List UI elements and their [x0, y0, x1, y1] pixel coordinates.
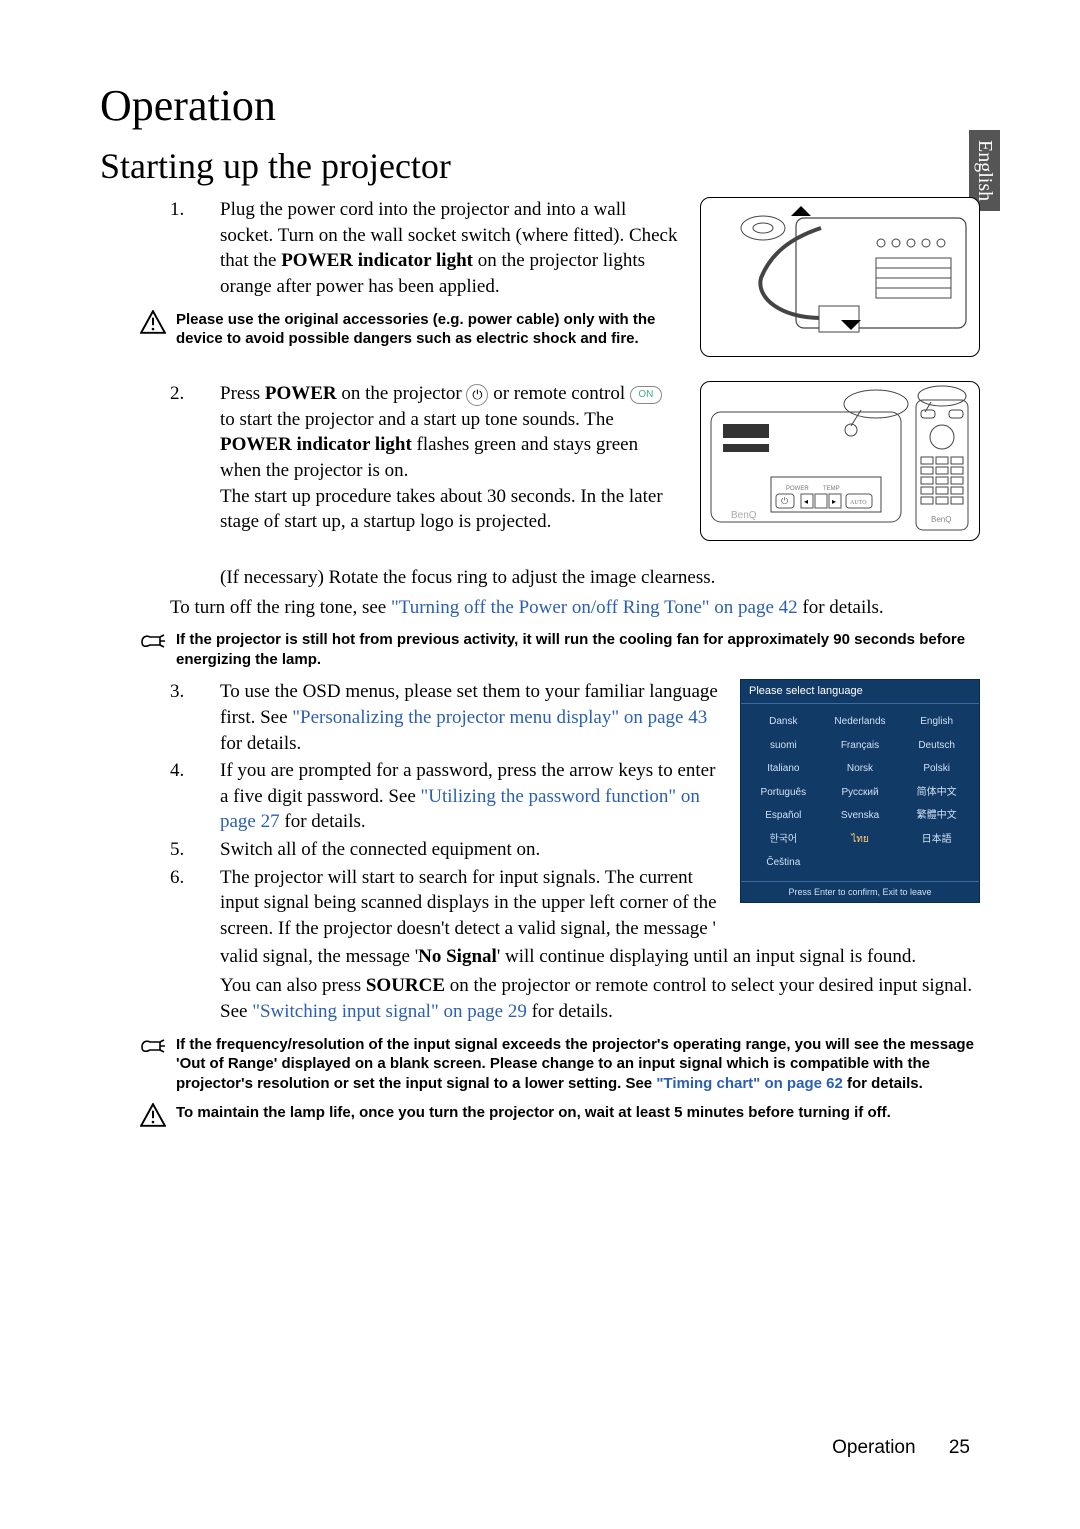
text: Press	[220, 383, 265, 404]
lang-option: Español	[745, 804, 822, 828]
svg-text:AUTO: AUTO	[850, 500, 867, 506]
list-number: 2.	[170, 381, 192, 535]
step-1-text: Plug the power cord into the projector a…	[220, 197, 680, 300]
text: on the projector	[337, 383, 467, 404]
note-3-text: If the frequency/resolution of the input…	[176, 1035, 980, 1094]
section-title-h2: Starting up the projector	[100, 145, 980, 187]
pointer-icon	[140, 1035, 166, 1059]
step-2-continuation: (If necessary) Rotate the focus ring to …	[220, 565, 980, 591]
lang-panel-header: Please select language	[741, 680, 979, 704]
link-ringtone[interactable]: "Turning off the Power on/off Ring Tone"…	[391, 597, 798, 618]
on-button-icon: ON	[630, 386, 662, 404]
text: for details.	[280, 811, 366, 832]
lang-option: Français	[822, 734, 899, 758]
svg-text:⏻: ⏻	[781, 496, 788, 506]
caution-icon	[140, 310, 166, 334]
lang-option: English	[898, 710, 975, 734]
link-timing-chart[interactable]: "Timing chart" on page 62	[656, 1075, 842, 1092]
text-bold: SOURCE	[366, 975, 445, 996]
lang-option	[822, 851, 899, 875]
step-6-text-part1: The projector will start to search for i…	[220, 865, 720, 942]
text-bold: POWER indicator light	[220, 434, 412, 455]
lang-option: suomi	[745, 734, 822, 758]
text: for details.	[220, 733, 301, 754]
list-number: 3.	[170, 679, 192, 756]
text-bold: POWER indicator light	[281, 250, 473, 271]
power-icon: ⏻	[466, 384, 488, 406]
svg-text:BenQ: BenQ	[731, 510, 757, 521]
lang-option: Dansk	[745, 710, 822, 734]
text: for details.	[527, 1001, 613, 1022]
svg-text:BenQ: BenQ	[931, 515, 951, 524]
list-number: 4.	[170, 758, 192, 835]
step-6-continuation: valid signal, the message 'No Signal' wi…	[220, 944, 980, 1025]
lang-option: Polski	[898, 757, 975, 781]
illustration-projector-remote: POWER TEMP ⏻ ◂ ▸ AUTO BenQ	[700, 381, 980, 541]
lang-option: ไทย	[822, 828, 899, 852]
footer-page-number: 25	[949, 1437, 970, 1458]
text: for details.	[843, 1075, 923, 1092]
text: for details.	[798, 597, 884, 618]
text: To turn off the ring tone, see	[170, 597, 391, 618]
lang-option: 日本語	[898, 828, 975, 852]
illustration-power-plug	[700, 197, 980, 357]
text: The start up procedure takes about 30 se…	[220, 484, 680, 535]
lang-option: Português	[745, 781, 822, 805]
lang-option: 简体中文	[898, 781, 975, 805]
text: ' will continue displaying until an inpu…	[497, 946, 916, 967]
step-3-text: To use the OSD menus, please set them to…	[220, 679, 720, 756]
text-bold: No Signal	[418, 946, 497, 967]
footer-section: Operation	[832, 1437, 915, 1458]
lang-option: Deutsch	[898, 734, 975, 758]
text: or remote control	[493, 383, 630, 404]
note-1-text: Please use the original accessories (e.g…	[176, 310, 680, 349]
lang-option: 繁體中文	[898, 804, 975, 828]
lang-panel-footer: Press Enter to confirm, Exit to leave	[741, 881, 979, 902]
list-number: 5.	[170, 837, 192, 863]
list-number: 1.	[170, 197, 192, 300]
lang-option: 한국어	[745, 828, 822, 852]
caution-icon	[140, 1103, 166, 1127]
lang-option	[898, 851, 975, 875]
pointer-icon	[140, 630, 166, 654]
language-select-panel: Please select language DanskNederlandsEn…	[740, 679, 980, 902]
lang-grid: DanskNederlandsEnglish suomiFrançaisDeuts…	[741, 704, 979, 881]
step-5-text: Switch all of the connected equipment on…	[220, 837, 720, 863]
lang-option: Italiano	[745, 757, 822, 781]
svg-text:POWER: POWER	[786, 486, 809, 492]
note-2-text: If the projector is still hot from previ…	[176, 630, 980, 669]
link-switching-input[interactable]: "Switching input signal" on page 29	[252, 1001, 527, 1022]
lang-option: Nederlands	[822, 710, 899, 734]
lang-option: Norsk	[822, 757, 899, 781]
lang-option: Русский	[822, 781, 899, 805]
step-2-text: Press POWER on the projector ⏻ or remote…	[220, 381, 680, 535]
text-bold: POWER	[265, 383, 337, 404]
step-4-text: If you are prompted for a password, pres…	[220, 758, 720, 835]
page-title-h1: Operation	[100, 80, 980, 131]
svg-text:▸: ▸	[832, 497, 836, 506]
svg-text:◂: ◂	[804, 497, 808, 506]
lang-option: Čeština	[745, 851, 822, 875]
link-personalizing[interactable]: "Personalizing the projector menu displa…	[292, 707, 707, 728]
svg-text:TEMP: TEMP	[823, 486, 840, 492]
text: You can also press	[220, 975, 366, 996]
list-number: 6.	[170, 865, 192, 942]
text: to start the projector and a start up to…	[220, 409, 614, 430]
turnoff-paragraph: To turn off the ring tone, see "Turning …	[170, 595, 980, 621]
note-4-text: To maintain the lamp life, once you turn…	[176, 1103, 980, 1123]
page-footer: Operation 25	[832, 1437, 970, 1459]
text: valid signal, the message '	[220, 946, 418, 967]
lang-option: Svenska	[822, 804, 899, 828]
